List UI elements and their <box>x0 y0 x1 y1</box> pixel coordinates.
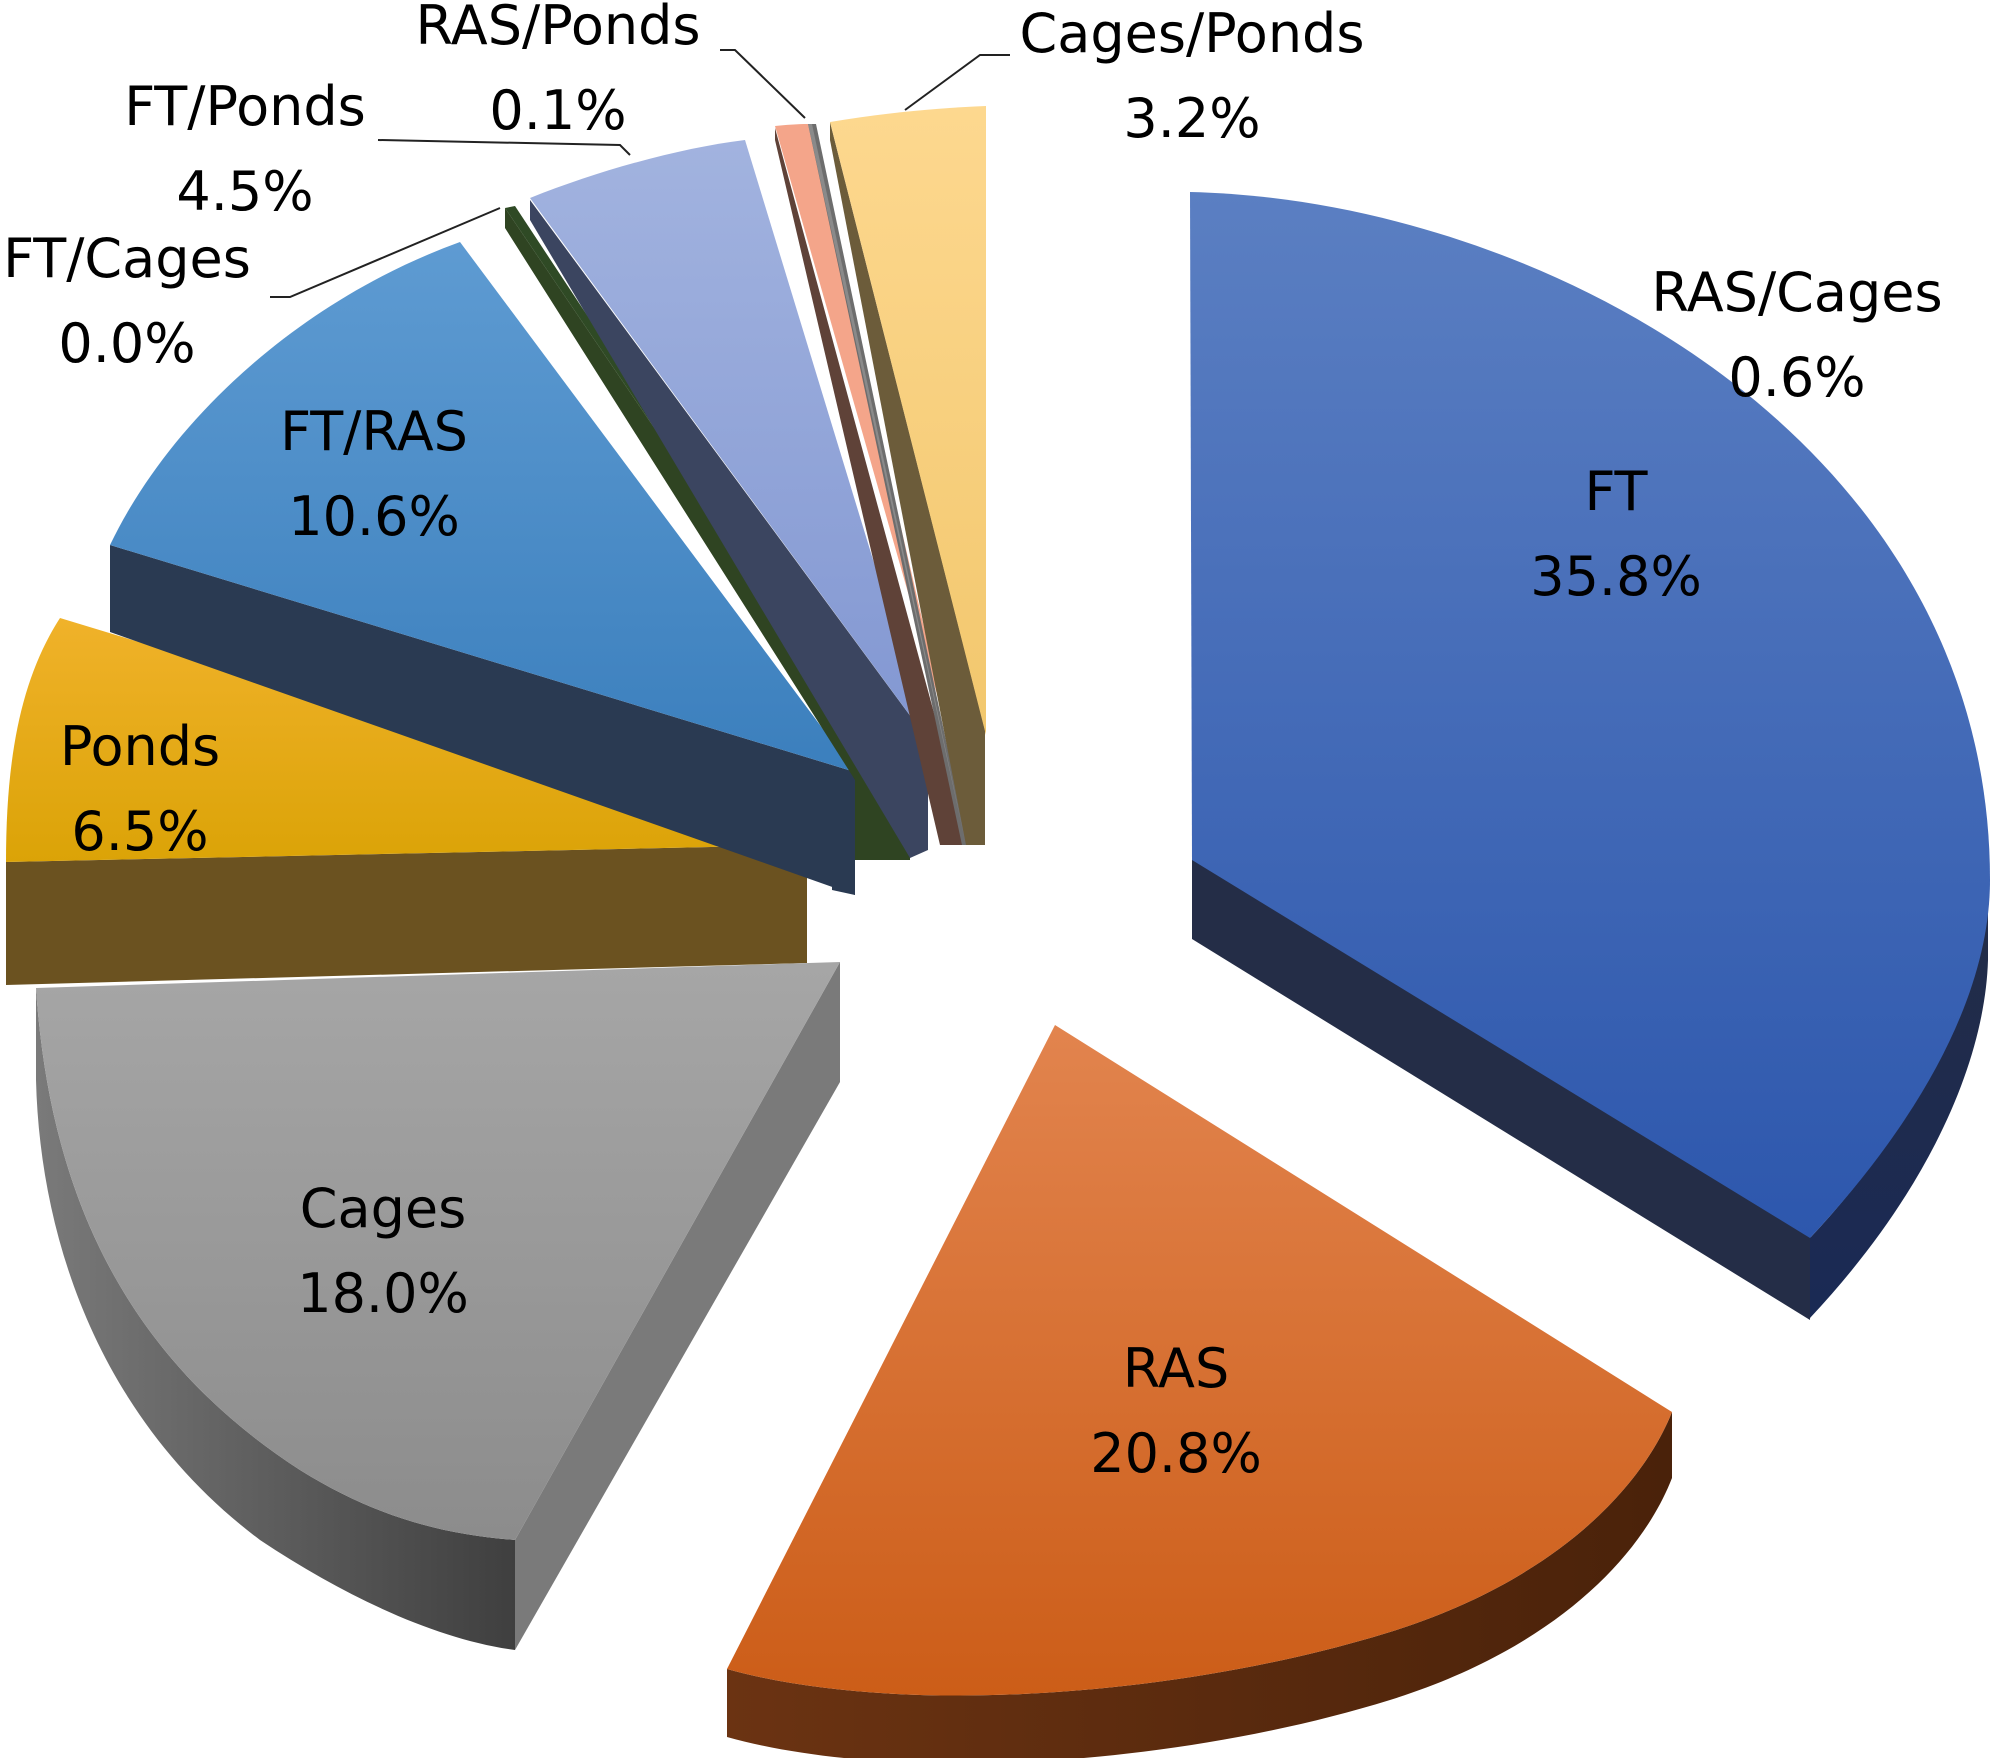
slice-cages-ponds <box>830 106 986 845</box>
label-ponds: Ponds <box>60 715 220 778</box>
label-ft-percent: 35.8% <box>1530 545 1702 608</box>
slice-ft <box>1190 192 1990 1320</box>
label-cages: Cages <box>300 1177 466 1240</box>
label-ras-cages: RAS/Cages <box>1651 261 1942 324</box>
label-ponds-percent: 6.5% <box>71 800 208 863</box>
label-ft-cages: FT/Cages <box>3 227 251 290</box>
slice-ft-ras <box>110 242 855 895</box>
slice-ft-ras-top <box>110 242 855 772</box>
leader-line-ft-ponds <box>377 139 631 156</box>
slice-cages-ponds-top <box>830 106 986 735</box>
slice-ras <box>727 1025 1672 1758</box>
label-cages-ponds: Cages/Ponds <box>1020 2 1365 65</box>
slice-ft-cages-side <box>505 208 910 860</box>
slice-ft-side <box>1810 880 1988 1318</box>
slice-cages <box>36 962 840 1650</box>
slice-ft-side <box>1192 859 1812 1320</box>
slice-ft-ponds-top <box>530 140 928 740</box>
slice-ft-ponds-side <box>530 200 928 858</box>
leader-line-cages-ponds <box>904 54 1010 111</box>
slice-ft-ponds <box>530 140 928 858</box>
label-ras-ponds-percent: 0.1% <box>489 79 626 142</box>
slice-ras-side <box>727 1412 1672 1758</box>
label-cages-percent: 18.0% <box>297 1262 469 1325</box>
label-ft-ponds-percent: 4.5% <box>176 160 313 223</box>
label-ras-ponds: RAS/Ponds <box>415 0 700 57</box>
slice-cages-ponds-side <box>830 122 985 845</box>
slice-ponds-side <box>6 845 807 985</box>
label-ft-ras: FT/RAS <box>280 400 468 463</box>
label-ras-percent: 20.8% <box>1090 1422 1262 1485</box>
slice-ft-ras-side <box>110 545 855 895</box>
slice-cages-top <box>36 962 840 1540</box>
slice-ras-ponds <box>808 124 968 845</box>
slice-ras-cages <box>775 124 964 845</box>
leader-line-ras-ponds <box>720 49 806 119</box>
label-ras-cages-percent: 0.6% <box>1728 346 1865 409</box>
label-ft-ras-percent: 10.6% <box>288 485 460 548</box>
slice-ras-cages-side <box>775 128 964 845</box>
leader-line-ft-cages <box>270 207 501 298</box>
slice-ras-cages-top <box>775 124 950 740</box>
slice-ft-ras-side <box>832 772 855 895</box>
label-ft-ponds: FT/Ponds <box>124 75 366 138</box>
label-ft-cages-percent: 0.0% <box>58 312 195 375</box>
slice-cages-side <box>36 988 515 1650</box>
label-ras: RAS <box>1123 1337 1230 1400</box>
label-ft: FT <box>1584 460 1648 523</box>
label-cages-ponds-percent: 3.2% <box>1123 87 1260 150</box>
slice-ft-top <box>1190 192 1990 1238</box>
slice-cages-side <box>515 962 840 1650</box>
slice-ras-ponds-top <box>808 124 966 845</box>
slice-ras-top <box>727 1025 1672 1696</box>
